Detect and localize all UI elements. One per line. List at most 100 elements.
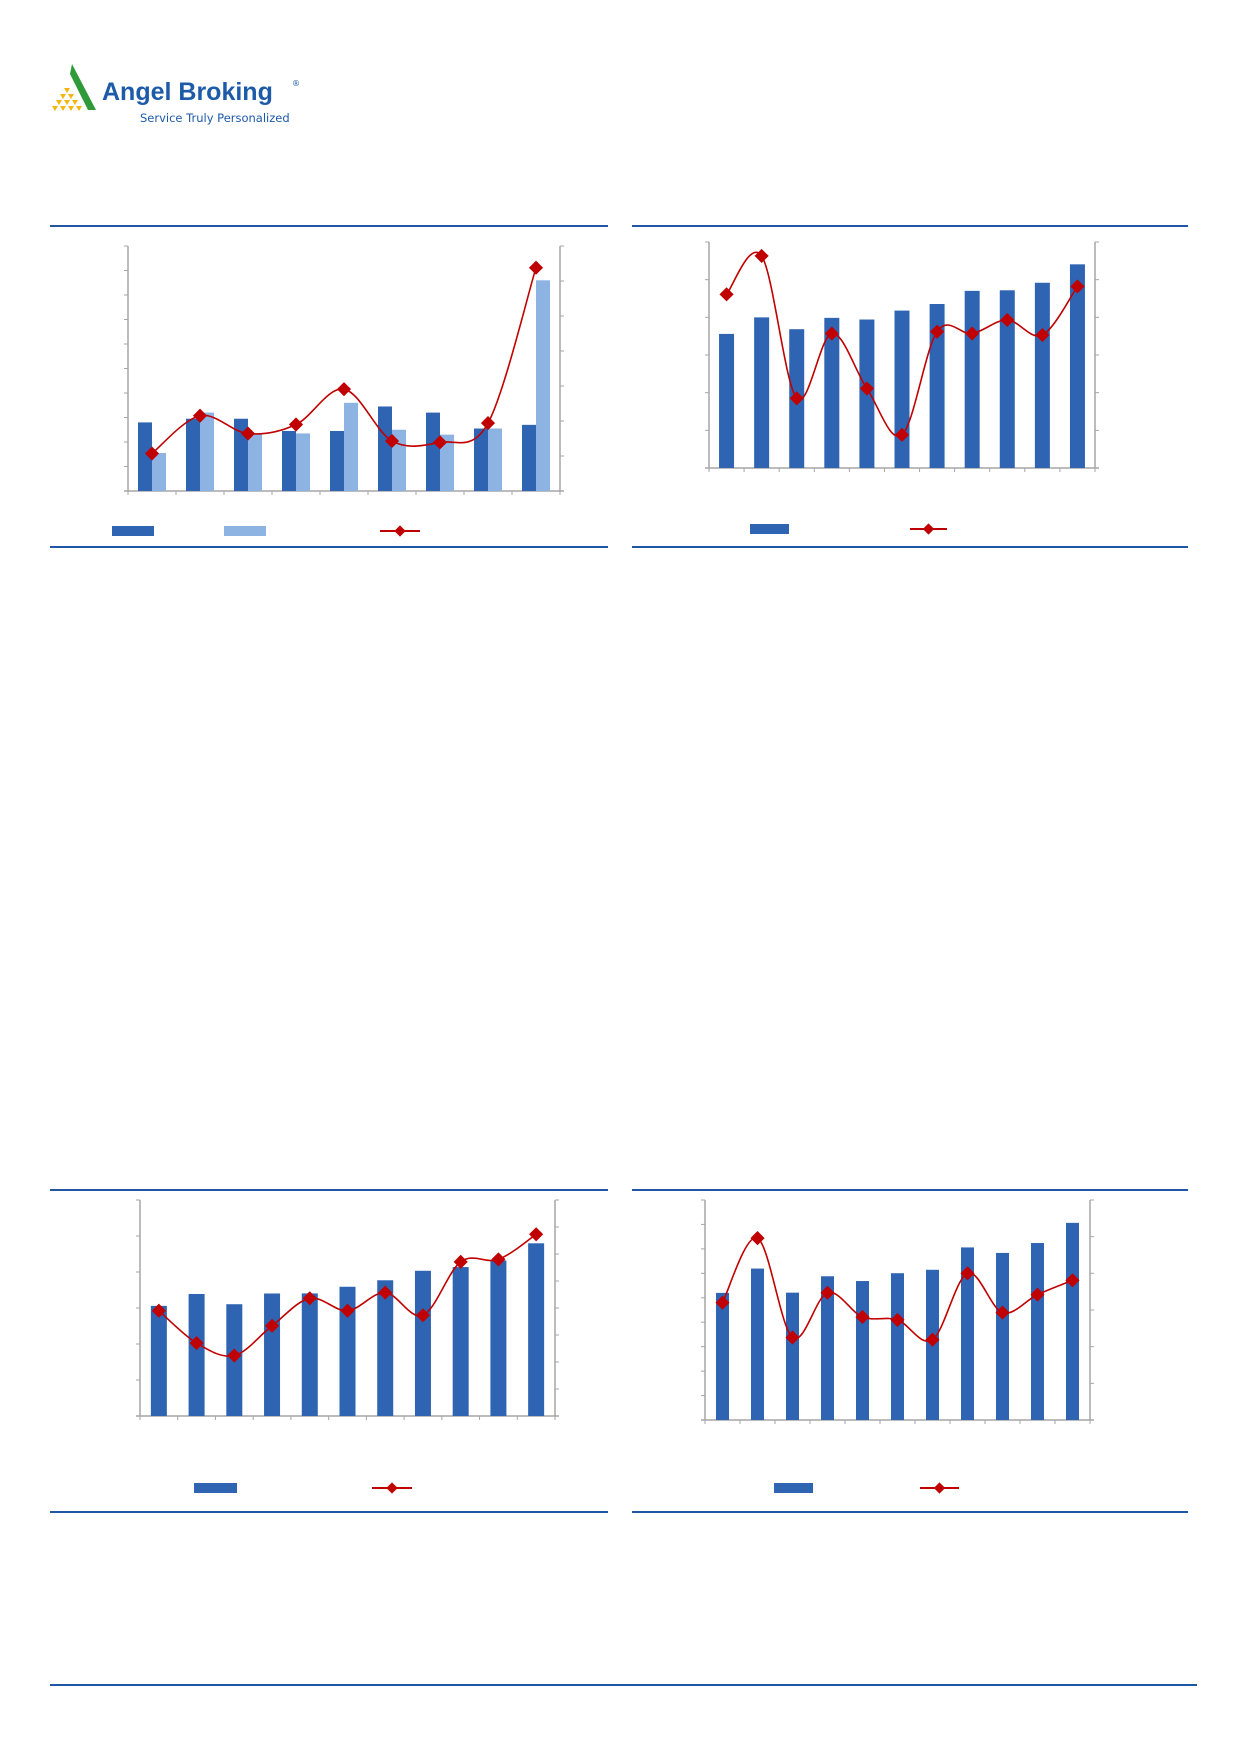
bar <box>378 406 392 491</box>
legend-bar-swatch <box>194 1483 237 1493</box>
logo-registered-mark: ® <box>292 79 300 88</box>
line-point-marker <box>336 382 352 397</box>
bar <box>301 1293 318 1416</box>
line-point-marker <box>820 1285 835 1300</box>
line-point-marker <box>1030 1287 1045 1302</box>
line-point-marker <box>432 435 448 450</box>
line-point-marker <box>480 416 496 431</box>
bar <box>751 1268 764 1420</box>
bar <box>522 424 536 491</box>
bar <box>929 303 945 468</box>
line-point-marker <box>925 1332 940 1347</box>
bar <box>964 290 980 468</box>
bar <box>1031 1243 1044 1420</box>
line-point-marker <box>415 1308 431 1323</box>
line-point-marker <box>227 1348 242 1363</box>
bar <box>754 317 770 468</box>
line-point-marker <box>965 326 980 341</box>
legend-bar-swatch <box>224 526 266 536</box>
bar <box>339 1286 356 1416</box>
legend-diamond-icon <box>386 1482 398 1494</box>
line-point-marker <box>192 408 208 423</box>
line-point-marker <box>789 391 804 406</box>
angel-broking-logo: Angel Broking ® Service Truly Personaliz… <box>52 64 300 125</box>
bar <box>856 1281 869 1420</box>
bar <box>528 1243 545 1416</box>
line-point-marker <box>754 248 769 264</box>
legend-bar-swatch <box>774 1483 813 1493</box>
panel-bottom-rule-1 <box>50 546 608 548</box>
line-point-marker <box>894 427 910 442</box>
line-point-marker <box>719 287 734 302</box>
line-point-marker <box>785 1330 800 1345</box>
bar <box>248 433 262 491</box>
line-point-marker <box>824 326 839 341</box>
line-point-marker <box>528 260 544 275</box>
bar <box>1066 1222 1079 1420</box>
line-point-marker <box>240 426 256 441</box>
panel-bottom-rule-2 <box>632 546 1188 548</box>
line-point-marker <box>384 433 400 449</box>
bar <box>999 290 1015 468</box>
line-point-marker <box>151 1303 166 1318</box>
bar <box>296 433 310 491</box>
line-point-marker <box>378 1285 393 1300</box>
line-point-marker <box>529 1227 544 1242</box>
line-point-marker <box>1000 312 1015 328</box>
line-point-marker <box>930 324 945 339</box>
legend-diamond-icon <box>933 1482 946 1494</box>
legend-bar-swatch <box>112 526 154 536</box>
bar <box>894 310 910 468</box>
bar <box>490 1260 507 1416</box>
bar <box>377 1280 394 1416</box>
bar <box>152 453 166 491</box>
panel-top-rule-4 <box>632 1189 1188 1191</box>
bar <box>440 434 454 491</box>
line-point-marker <box>144 446 160 461</box>
bar <box>996 1252 1009 1420</box>
bar <box>786 1292 799 1420</box>
panel-top-rule-1 <box>50 225 608 227</box>
bar <box>150 1305 167 1416</box>
bar <box>1034 282 1050 468</box>
legend-diamond-icon <box>394 525 406 537</box>
chart-1 <box>112 245 564 537</box>
line-point-marker <box>1035 327 1050 343</box>
chart-2 <box>705 241 1099 535</box>
bar <box>488 428 502 491</box>
line-point-marker <box>750 1231 765 1246</box>
bar <box>344 402 358 491</box>
legend-diamond-icon <box>922 523 935 535</box>
bar <box>426 412 440 491</box>
line-point-marker <box>995 1305 1010 1320</box>
panel-bottom-rule-4 <box>632 1511 1188 1513</box>
bar <box>474 428 488 491</box>
bar <box>824 317 840 468</box>
bar <box>282 430 296 491</box>
line-point-marker <box>189 1336 204 1351</box>
bar <box>186 418 200 491</box>
line-point-marker <box>302 1291 317 1306</box>
bar <box>414 1270 431 1416</box>
logo-tagline: Service Truly Personalized <box>140 111 290 125</box>
line-point-marker <box>890 1312 905 1327</box>
logo-brand-text: Angel Broking <box>102 78 273 106</box>
line-point-marker <box>1070 279 1085 294</box>
line-point-marker <box>1065 1273 1080 1288</box>
chart-3 <box>136 1199 559 1494</box>
bar <box>719 333 735 468</box>
panel-bottom-rule-3 <box>50 1511 608 1513</box>
bar <box>961 1247 974 1420</box>
bar <box>1069 264 1085 468</box>
bar <box>821 1276 834 1420</box>
line-point-marker <box>491 1252 506 1267</box>
line-point-marker <box>855 1309 870 1325</box>
line-point-marker <box>340 1303 355 1318</box>
chart-4 <box>701 1199 1094 1494</box>
page-footer-rule <box>50 1684 1197 1686</box>
bar <box>452 1267 469 1416</box>
bar <box>188 1293 205 1416</box>
line-point-marker <box>715 1295 730 1310</box>
line-point-marker <box>288 417 304 432</box>
